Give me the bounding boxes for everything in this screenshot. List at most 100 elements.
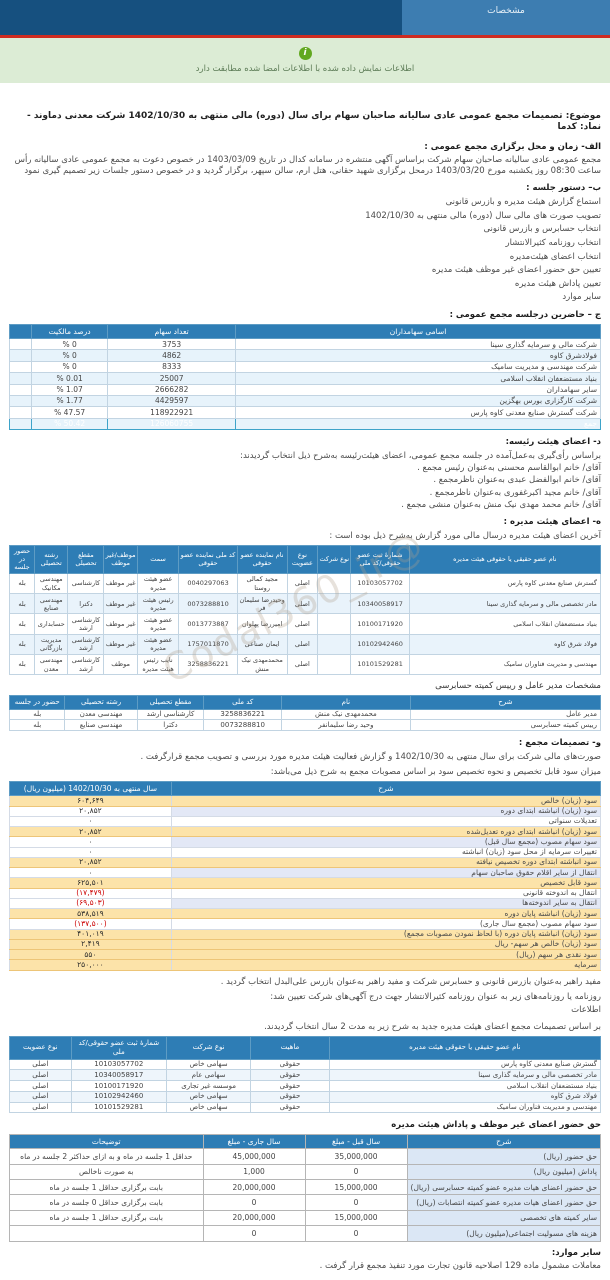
table-cell: موظف (103, 653, 138, 676)
column-header: شرح (409, 694, 602, 710)
table-cell: سهامی خاص (166, 1101, 252, 1114)
table-header-row: اسامی سهامداران تعداد سهام درصد مالکیت (9, 323, 601, 340)
table-row: تعدیلات سنواتی ۰ (9, 815, 602, 828)
table-cell: سود (زیان) انباشته ابتدای دوره تعدیل‌شده (170, 825, 602, 838)
top-navigation-bar: مشخصات (0, 0, 610, 35)
table-cell: ۶۰۴,۶۴۹ (9, 795, 172, 807)
table-cell: اصلی (9, 1101, 72, 1114)
agenda-item: تعیین حق حضور اعضای غیر موظف هیئت مدیره (431, 265, 601, 276)
table-cell: ۲۰,۸۵۲ (9, 805, 172, 817)
section-e-title: ه- اعضای هیئت مدیره : (503, 517, 601, 528)
table-cell: محمدمهدی نیک منش (236, 653, 288, 676)
table-cell: مادر تخصصی مالی و سرمایه گذاری سینا (328, 1069, 602, 1081)
table-cell (9, 383, 32, 396)
section-d-body: براساس رأی‌گیری به‌عمل‌آمده در جلسه مجمع… (240, 450, 601, 461)
table-row: مدیر عامل محمدمهدی نیک منش 3258836221 کارشن… (8, 708, 602, 721)
table-row: سود (زیان) انباشته پایان دوره ۵۳۸,۵۱۹ (9, 907, 602, 920)
table-row: سود قابل تخصیص ۶۲۵,۵۰۱ (9, 877, 602, 889)
table-cell: 10340058917 (350, 593, 410, 615)
table-row: مادر تخصصی مالی و سرمایه گذاری سینا 10340… (8, 593, 602, 615)
table-cell: مهندسی و مدیریت فناوران سامیک (328, 1101, 602, 1114)
agenda-item: سایر موارد (562, 292, 601, 303)
column-header: شرح (170, 780, 602, 797)
table-cell: 0013773887 (178, 613, 238, 635)
presidium-member: آقای/ خانم محمد مهدی نیک منش به‌عنوان من… (401, 499, 601, 510)
section-a-body: مجمع عمومی عادی سالیانه صاحبان سهام شرکت… (14, 155, 601, 176)
table-cell: % 0 (30, 360, 109, 374)
table-cell: % 0 (30, 349, 109, 362)
table-cell: ایمان صناعی (236, 633, 288, 655)
agenda-item: تصویب صورت های مالی سال (دوره) مالی منته… (365, 210, 601, 221)
table-cell (9, 1225, 204, 1242)
table-cell: 10100171920 (350, 613, 410, 635)
table-row: گسترش صنایع معدنی کاوه پارس 10103057702 اص… (8, 572, 602, 595)
table-header-row: نام عضو حقیقی یا حقوقی هیئت مدیره شمارۀ ث… (8, 544, 602, 574)
table-cell: حقوقی (250, 1090, 330, 1103)
table-cell: 10101529281 (70, 1101, 168, 1114)
table-cell: اصلی (9, 1080, 72, 1092)
column-header: توضیحات (9, 1133, 204, 1150)
table-cell: به صورت ناخالص (9, 1163, 204, 1181)
table-cell: 15,000,000 (304, 1178, 408, 1196)
table-cell: (۶۹,۵۰۳) (9, 897, 172, 910)
table-row: تغییرات سرمایه از محل سود (زیان) انباشته… (9, 846, 602, 858)
table-cell: انتقال از سایر اقلام حقوق صاحبان سهام (170, 866, 602, 879)
auditor-decision: مفید راهبر به‌عنوان بازرس قانونی و حسابر… (220, 976, 601, 987)
table-cell: هزینه های مسولیت اجتماعی(میلیون ریال) (406, 1225, 602, 1242)
table-cell: عضو هیئت مدیره (136, 572, 180, 595)
table-cell: ۰ (9, 866, 172, 879)
presidium-member: آقای/ خانم ابوالقاسم محسنی به‌عنوان رئیس… (417, 463, 601, 474)
table-cell: بله (8, 708, 66, 721)
table-cell: مهندسی معدن (34, 653, 69, 676)
table-cell: 10103057702 (70, 1058, 168, 1071)
ceo-audit-chief-table: شرح نام کد ملی مقطع تحصیلی رشته تحصیلی حضور د… (8, 694, 602, 731)
column-header: موظف/غیر موظف (103, 544, 138, 574)
column-header: شمارۀ ثبت عضو حقوقی/کد ملی (350, 544, 410, 574)
table-cell: 4862 (107, 349, 237, 362)
table-cell: سود (زیان) خالص (170, 795, 602, 807)
table-cell: % 47.57 (30, 406, 109, 419)
table-cell: حقوقی (250, 1069, 330, 1081)
new-board-intro: بر اساس تصمیمات مجمع اعضای هیئت مدیره جد… (264, 1022, 601, 1033)
column-header: مقطع تحصیلی (136, 694, 205, 710)
table-cell: 10340058917 (70, 1069, 168, 1081)
table-cell: بنیاد مستضعفان انقلاب اسلامی (408, 613, 602, 635)
column-header: سمت (136, 544, 180, 574)
table-cell: اصلی (9, 1058, 72, 1071)
table-cell: 25007 (107, 372, 237, 385)
table-cell: 10101529281 (350, 653, 410, 676)
table-cell: سود سهام مصوب (مجمع سال جاری) (170, 918, 602, 930)
table-cell: اصلی (286, 633, 319, 655)
table-cell: حق حضور اعضای هیات مدیره عضو کمیته انتصا… (406, 1194, 602, 1211)
table-cell: 10102942460 (350, 633, 410, 655)
table-row: سود سهام مصوب (مجمع سال جاری) (۱۳۷,۵۰۰) (9, 918, 602, 930)
tab-specifications[interactable]: مشخصات (402, 0, 610, 35)
table-cell: سایر سهامداران (235, 383, 601, 396)
page-title: موضوع: تصمیمات مجمع عمومی عادی سالیانه ص… (26, 111, 601, 133)
table-cell: 1,000 (202, 1163, 306, 1181)
table-cell: سهامی خاص (166, 1058, 252, 1071)
decisions-body-1: صورت‌های مالی شرکت برای سال منتهی به 140… (140, 751, 602, 762)
new-board-table: نام عضو حقیقی یا حقوقی هیئت مدیره ماهیت نو… (9, 1036, 602, 1114)
table-cell: سود (زیان) انباشته ابتدای دوره (170, 805, 602, 817)
table-cell: شرکت مالی و سرمایه گذاری سینا (235, 337, 601, 351)
table-cell: بنیاد مستضعفان انقلاب اسلامی (328, 1080, 602, 1092)
fees-table-title: حق حضور اعضای غیر موظف و پاداش هیئت مدیر… (391, 1120, 601, 1131)
table-cell: سود (زیان) انباشته پایان دوره (با لحاظ ن… (170, 928, 602, 940)
table-cell: امیررضا پهلوان (236, 613, 288, 635)
table-cell: تعدیلات سنواتی (170, 815, 602, 828)
table-cell: ۲۰,۸۵۲ (9, 825, 172, 838)
table-cell: فولادشرق کاوه (235, 349, 601, 362)
table-cell: مدیریت بازرگانی (34, 633, 69, 655)
column-header: حضور در جلسه (8, 694, 66, 710)
newspaper-intro: روزنامه یا روزنامه‌های زیر به عنوان روزن… (270, 992, 601, 1003)
table-cell: انتقال به سایر اندوخته‌ها (170, 897, 602, 910)
table-cell: پاداش (میلیون ریال) (406, 1163, 602, 1181)
table-row: فولاد شرق کاوه 10102942460 اصلی ایمان صناعی… (8, 633, 602, 655)
table-row: سود (زیان) خالص هر سهم- ریال ۲,۴۱۹ (9, 938, 602, 951)
table-cell: ۵۳۸,۵۱۹ (9, 907, 172, 920)
table-cell: % 0.01 (30, 372, 109, 385)
table-cell: کارشناسی ارشد (67, 653, 105, 676)
table-row: سود (زیان) خالص ۶۰۴,۶۴۹ (9, 795, 602, 807)
column-header: نام نماینده عضو حقوقی (236, 544, 288, 574)
